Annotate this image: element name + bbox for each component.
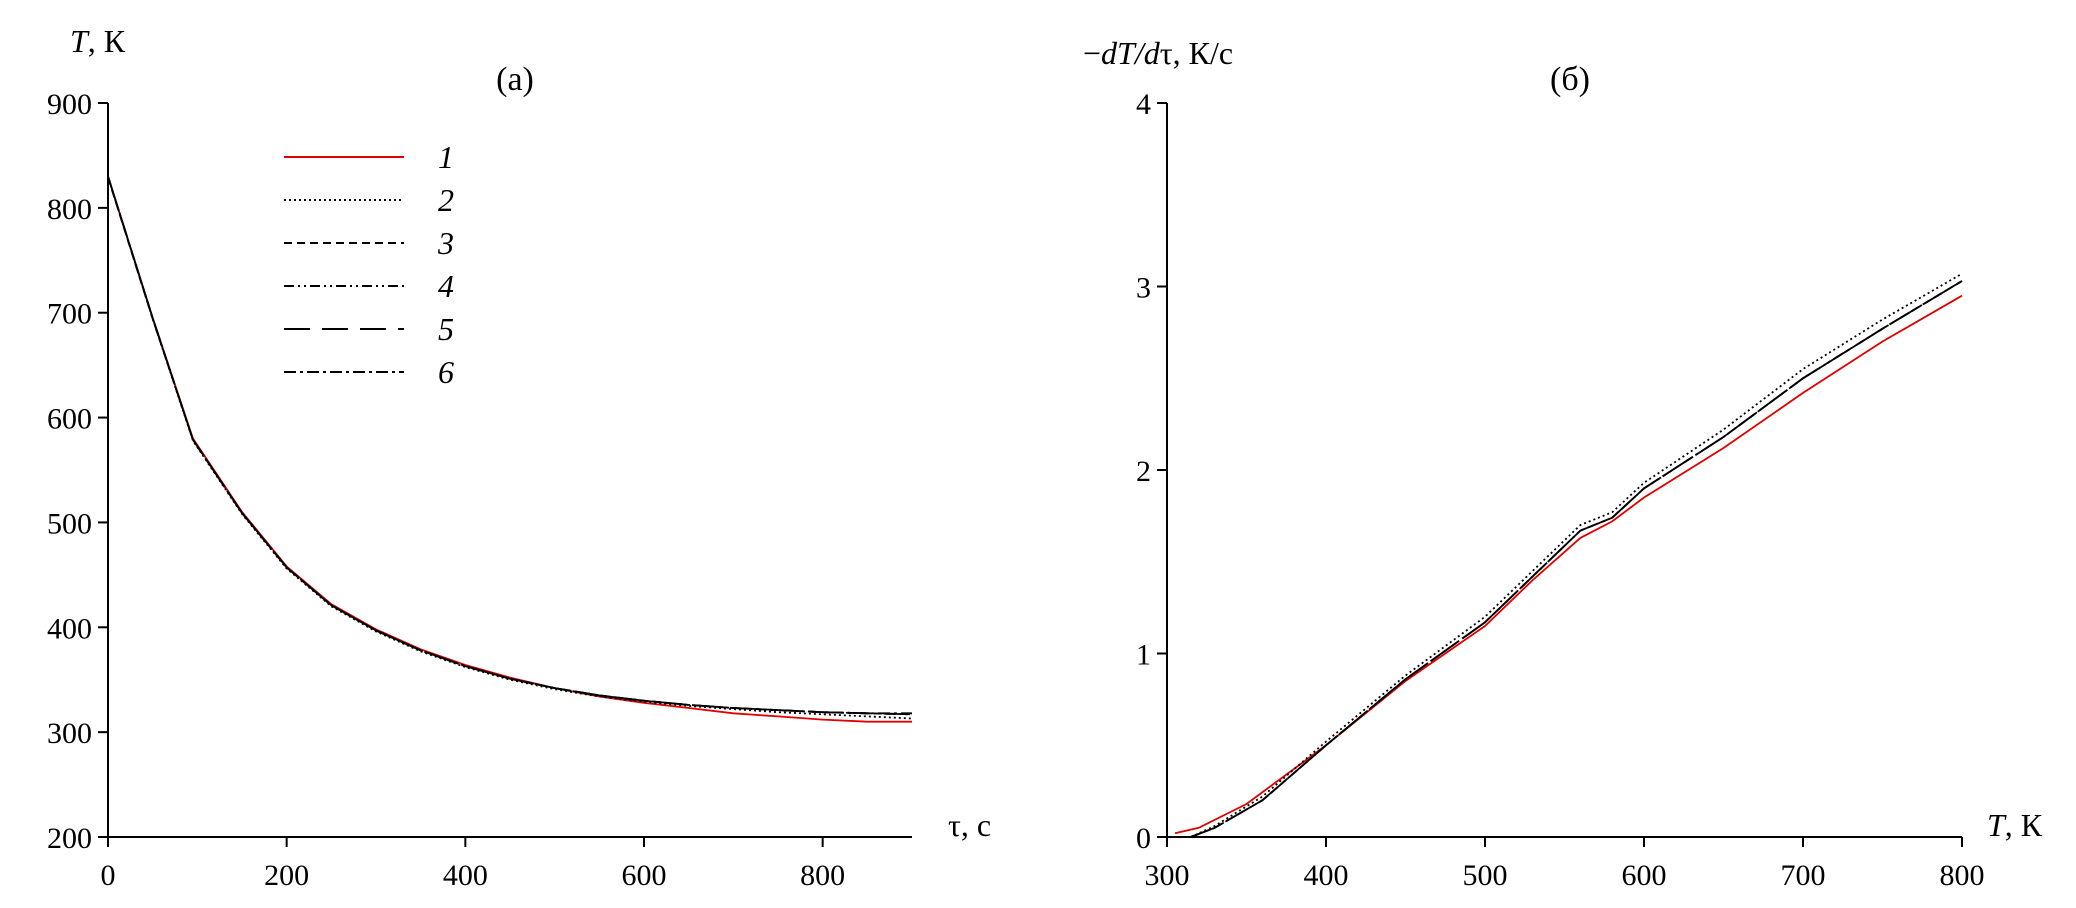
legend-label-6: 6 [438,354,454,390]
x-tick-label: 0 [101,859,116,892]
x-tick-label: 300 [1145,859,1190,892]
series-line-1 [1174,294,1963,835]
x-tick-label: 400 [1304,859,1349,892]
y-tick-label: 200 [47,822,92,855]
legend-label-1: 1 [438,139,454,175]
series-line-2 [1190,272,1963,838]
x-tick-label: 600 [1622,859,1667,892]
x-tick-label: 400 [443,859,488,892]
series-line-6 [1190,280,1963,838]
panel-a-y-axis-label: T, К [70,23,126,59]
y-tick-label: 0 [1136,822,1151,855]
legend-label-5: 5 [438,311,454,347]
x-tick-label: 600 [622,859,667,892]
series-line-5 [107,176,913,716]
y-tick-label: 500 [47,507,92,540]
y-tick-label: 400 [47,612,92,645]
x-tick-label: 500 [1463,859,1508,892]
panel-a-x-axis-label: τ, с [948,807,991,843]
y-tick-label: 2 [1136,455,1151,488]
panel-b-y-axis-label: −dT/dτ, К/с [1083,35,1233,71]
y-tick-label: 300 [47,717,92,750]
y-tick-label: 3 [1136,272,1151,305]
series-line-2 [107,176,913,720]
series-line-3 [107,177,913,716]
y-tick-label: 1 [1136,639,1151,672]
panel-b-x-axis-label: T, К [1987,807,2043,843]
legend-label-2: 2 [438,182,454,218]
series-line-1 [107,176,912,723]
y-tick-label: 600 [47,403,92,436]
legend-label-3: 3 [437,225,454,261]
y-tick-label: 4 [1136,88,1151,121]
series-line-6 [107,176,912,715]
x-tick-label: 800 [1940,859,1985,892]
x-tick-label: 700 [1781,859,1826,892]
y-tick-label: 700 [47,298,92,331]
panel-b-label: (б) [1550,61,1590,98]
chart-panel-a: (а) T, К τ, с 0 200 400 600 800 200 300 400 500 6… [47,23,991,892]
chart-panel-b: (б) −dT/dτ, К/с T, К 300 400 500 600 700 800 0… [1083,35,2043,892]
y-tick-label: 900 [47,88,92,121]
legend-label-4: 4 [438,268,454,304]
x-tick-label: 800 [800,859,845,892]
panel-a-label: (а) [496,61,534,98]
x-tick-label: 200 [264,859,309,892]
y-tick-label: 800 [47,193,92,226]
series-line-4 [107,176,913,716]
legend: 1 2 3 4 5 6 [284,139,454,390]
